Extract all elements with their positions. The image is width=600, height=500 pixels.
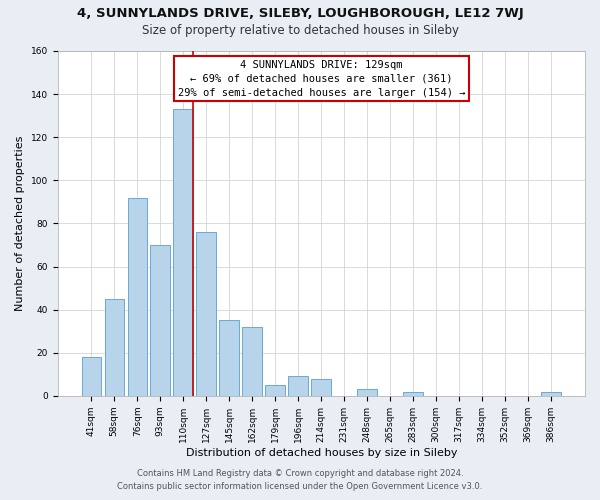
Text: 4, SUNNYLANDS DRIVE, SILEBY, LOUGHBOROUGH, LE12 7WJ: 4, SUNNYLANDS DRIVE, SILEBY, LOUGHBOROUG… xyxy=(77,8,523,20)
Bar xyxy=(173,109,193,396)
Bar xyxy=(541,392,561,396)
Bar xyxy=(82,357,101,396)
X-axis label: Distribution of detached houses by size in Sileby: Distribution of detached houses by size … xyxy=(185,448,457,458)
Bar xyxy=(403,392,423,396)
Bar xyxy=(104,299,124,396)
Bar xyxy=(242,327,262,396)
Bar xyxy=(289,376,308,396)
Bar xyxy=(196,232,216,396)
Bar xyxy=(220,320,239,396)
Bar xyxy=(151,245,170,396)
Bar xyxy=(265,385,285,396)
Y-axis label: Number of detached properties: Number of detached properties xyxy=(15,136,25,311)
Bar xyxy=(128,198,147,396)
Text: Size of property relative to detached houses in Sileby: Size of property relative to detached ho… xyxy=(142,24,458,37)
Text: Contains HM Land Registry data © Crown copyright and database right 2024.
Contai: Contains HM Land Registry data © Crown c… xyxy=(118,470,482,491)
Bar xyxy=(311,378,331,396)
Bar xyxy=(358,390,377,396)
Text: 4 SUNNYLANDS DRIVE: 129sqm
← 69% of detached houses are smaller (361)
29% of sem: 4 SUNNYLANDS DRIVE: 129sqm ← 69% of deta… xyxy=(178,60,465,98)
